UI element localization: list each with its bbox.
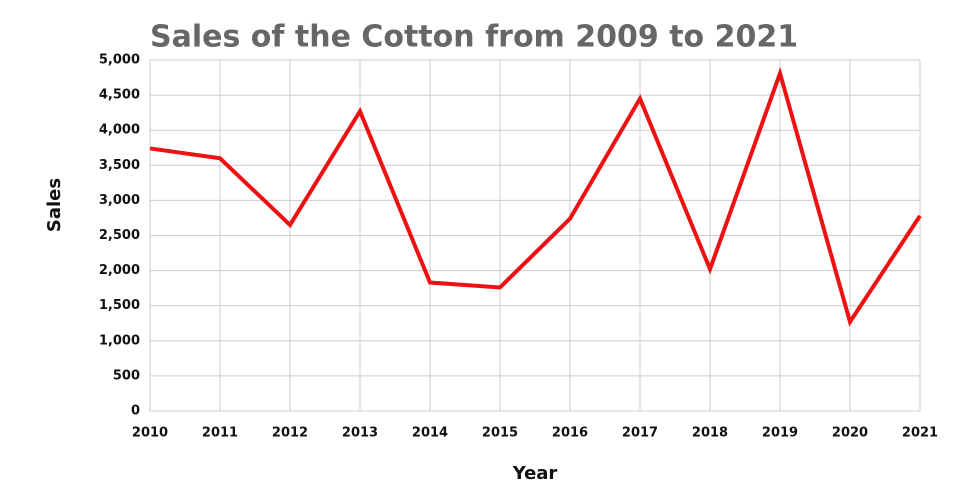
x-tick-label: 2013: [342, 426, 378, 441]
x-tick-label: 2014: [412, 426, 448, 441]
x-tick-label: 2011: [202, 426, 238, 441]
x-tick-label: 2012: [272, 426, 308, 441]
y-tick-label: 4,500: [99, 88, 140, 103]
y-tick-label: 3,000: [99, 193, 140, 208]
y-tick-label: 500: [113, 368, 140, 383]
y-tick-label: 1,500: [99, 298, 140, 313]
y-axis-label: Sales: [44, 178, 65, 232]
x-tick-label: 2021: [902, 426, 938, 441]
y-tick-label: 5,000: [99, 53, 140, 68]
y-tick-label: 0: [131, 404, 140, 419]
x-tick-label: 2018: [692, 426, 728, 441]
line: [149, 66, 922, 327]
x-axis-label: Year: [512, 463, 558, 484]
x-tick-label: 2017: [622, 426, 658, 441]
y-tick-label: 3,500: [99, 158, 140, 173]
x-tick-label: 2020: [832, 426, 868, 441]
x-tick-label: 2019: [762, 426, 798, 441]
y-tick-label: 4,000: [99, 123, 140, 138]
chart-title: Sales of the Cotton from 2009 to 2021: [150, 20, 798, 55]
y-tick-label: 1,000: [99, 333, 140, 348]
x-tick-label: 2015: [482, 426, 518, 441]
y-tick-label: 2,500: [99, 228, 140, 243]
x-tick-label: 2016: [552, 426, 588, 441]
x-tick-label: 2010: [132, 426, 168, 441]
y-tick-label: 2,000: [99, 263, 140, 278]
